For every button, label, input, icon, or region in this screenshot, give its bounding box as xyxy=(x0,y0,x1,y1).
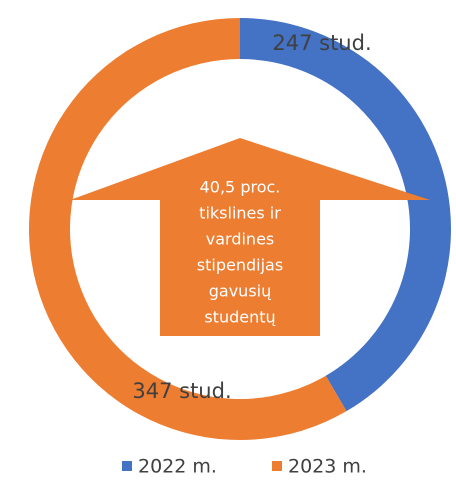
legend-label: 2023 m. xyxy=(288,456,367,478)
annotation-line: vardines xyxy=(206,230,275,249)
data-label: 347 stud. xyxy=(132,379,231,403)
legend-label: 2022 m. xyxy=(138,456,217,478)
donut-segment xyxy=(240,18,452,412)
legend-swatch xyxy=(272,461,282,471)
donut-segment xyxy=(29,18,347,440)
arrow-shape xyxy=(70,138,430,336)
annotation-line: 40,5 proc. xyxy=(200,178,281,197)
legend-swatch xyxy=(122,461,132,471)
annotation-line: stipendijas xyxy=(197,256,283,275)
annotation-line: studentų xyxy=(204,308,275,327)
data-label: 247 stud. xyxy=(272,31,371,55)
annotation-line: gavusių xyxy=(209,282,272,301)
annotation-line: tikslines ir xyxy=(199,204,281,223)
